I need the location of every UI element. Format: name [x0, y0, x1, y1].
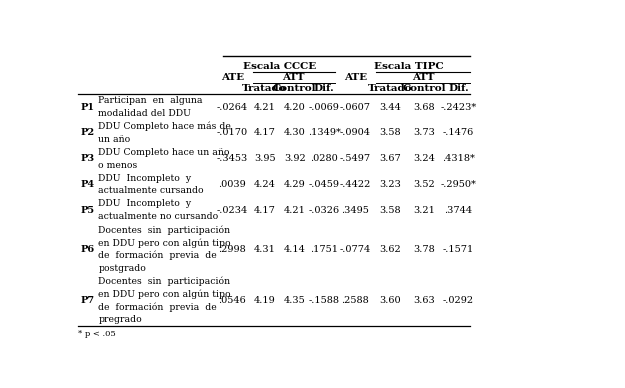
Text: de  formación  previa  de: de formación previa de [99, 303, 218, 312]
Text: -.0904: -.0904 [340, 128, 371, 137]
Text: postgrado: postgrado [99, 264, 146, 273]
Text: -.0234: -.0234 [216, 206, 248, 215]
Text: 4.31: 4.31 [254, 244, 276, 253]
Text: 4.17: 4.17 [254, 206, 276, 215]
Text: P1: P1 [81, 103, 94, 112]
Text: P3: P3 [81, 154, 94, 163]
Text: -.0326: -.0326 [309, 206, 340, 215]
Text: Tratado: Tratado [368, 84, 413, 93]
Text: -.4422: -.4422 [339, 180, 371, 189]
Text: ATT: ATT [412, 73, 434, 82]
Text: un año: un año [99, 135, 131, 144]
Text: o menos: o menos [99, 161, 138, 170]
Text: Dif.: Dif. [448, 84, 469, 93]
Text: 3.44: 3.44 [379, 103, 401, 112]
Text: .0546: .0546 [218, 296, 246, 305]
Text: Dif.: Dif. [314, 84, 334, 93]
Text: 4.17: 4.17 [254, 128, 276, 137]
Text: 3.52: 3.52 [414, 180, 436, 189]
Text: 3.21: 3.21 [414, 206, 436, 215]
Text: Docentes  sin  participación: Docentes sin participación [99, 225, 231, 235]
Text: .1349*: .1349* [308, 128, 341, 137]
Text: de  formación  previa  de: de formación previa de [99, 251, 218, 260]
Text: 4.21: 4.21 [284, 206, 306, 215]
Text: DDU Completo hace más de: DDU Completo hace más de [99, 122, 231, 132]
Text: -.0264: -.0264 [217, 103, 248, 112]
Text: ATT: ATT [282, 73, 305, 82]
Text: .2588: .2588 [341, 296, 369, 305]
Text: P2: P2 [81, 128, 94, 137]
Text: Tratado: Tratado [242, 84, 287, 93]
Text: Control: Control [273, 84, 316, 93]
Text: en DDU pero con algún tipo: en DDU pero con algún tipo [99, 238, 231, 248]
Text: 4.19: 4.19 [254, 296, 276, 305]
Text: -.1476: -.1476 [442, 128, 474, 137]
Text: -.0170: -.0170 [217, 128, 248, 137]
Text: -.2423*: -.2423* [440, 103, 476, 112]
Text: 4.20: 4.20 [284, 103, 306, 112]
Text: 3.68: 3.68 [414, 103, 435, 112]
Text: .3744: .3744 [444, 206, 472, 215]
Text: -.1571: -.1571 [442, 244, 474, 253]
Text: .1751: .1751 [310, 244, 338, 253]
Text: DDU  Incompleto  y: DDU Incompleto y [99, 173, 192, 183]
Text: .2998: .2998 [218, 244, 246, 253]
Text: 4.14: 4.14 [284, 244, 306, 253]
Text: 3.78: 3.78 [414, 244, 436, 253]
Text: 3.58: 3.58 [380, 206, 401, 215]
Text: 4.30: 4.30 [284, 128, 306, 137]
Text: Control: Control [402, 84, 446, 93]
Text: * p < .05: * p < .05 [78, 329, 116, 338]
Text: 4.29: 4.29 [284, 180, 306, 189]
Text: 3.60: 3.60 [380, 296, 401, 305]
Text: Escala CCCE: Escala CCCE [242, 62, 316, 71]
Text: Participan  en  alguna: Participan en alguna [99, 96, 203, 105]
Text: pregrado: pregrado [99, 315, 142, 324]
Text: P7: P7 [81, 296, 94, 305]
Text: .0039: .0039 [218, 180, 246, 189]
Text: actualmente cursando: actualmente cursando [99, 187, 204, 196]
Text: P4: P4 [81, 180, 94, 189]
Text: Escala TIPC: Escala TIPC [374, 62, 444, 71]
Text: -.0292: -.0292 [442, 296, 474, 305]
Text: 3.58: 3.58 [380, 128, 401, 137]
Text: 3.95: 3.95 [254, 154, 276, 163]
Text: Docentes  sin  participación: Docentes sin participación [99, 277, 231, 286]
Text: 3.62: 3.62 [379, 244, 401, 253]
Text: -.0774: -.0774 [339, 244, 371, 253]
Text: 3.92: 3.92 [284, 154, 306, 163]
Text: ATE: ATE [344, 73, 367, 82]
Text: P6: P6 [81, 244, 94, 253]
Text: -.5497: -.5497 [339, 154, 371, 163]
Text: 3.67: 3.67 [379, 154, 401, 163]
Text: 4.35: 4.35 [284, 296, 306, 305]
Text: P5: P5 [81, 206, 94, 215]
Text: .4318*: .4318* [442, 154, 475, 163]
Text: 3.24: 3.24 [414, 154, 436, 163]
Text: DDU Completo hace un año: DDU Completo hace un año [99, 148, 230, 157]
Text: en DDU pero con algún tipo: en DDU pero con algún tipo [99, 290, 231, 299]
Text: -.0069: -.0069 [309, 103, 339, 112]
Text: .3495: .3495 [341, 206, 369, 215]
Text: .0280: .0280 [310, 154, 338, 163]
Text: DDU  Incompleto  y: DDU Incompleto y [99, 199, 192, 208]
Text: 4.24: 4.24 [254, 180, 276, 189]
Text: actualmente no cursando: actualmente no cursando [99, 212, 219, 221]
Text: -.2950*: -.2950* [441, 180, 476, 189]
Text: 3.63: 3.63 [414, 296, 436, 305]
Text: 3.23: 3.23 [379, 180, 401, 189]
Text: -.0459: -.0459 [309, 180, 340, 189]
Text: ATE: ATE [221, 73, 244, 82]
Text: -.0607: -.0607 [340, 103, 371, 112]
Text: 4.21: 4.21 [254, 103, 276, 112]
Text: 3.73: 3.73 [414, 128, 436, 137]
Text: modalidad del DDU: modalidad del DDU [99, 109, 191, 118]
Text: -.1588: -.1588 [309, 296, 340, 305]
Text: -.3453: -.3453 [216, 154, 248, 163]
